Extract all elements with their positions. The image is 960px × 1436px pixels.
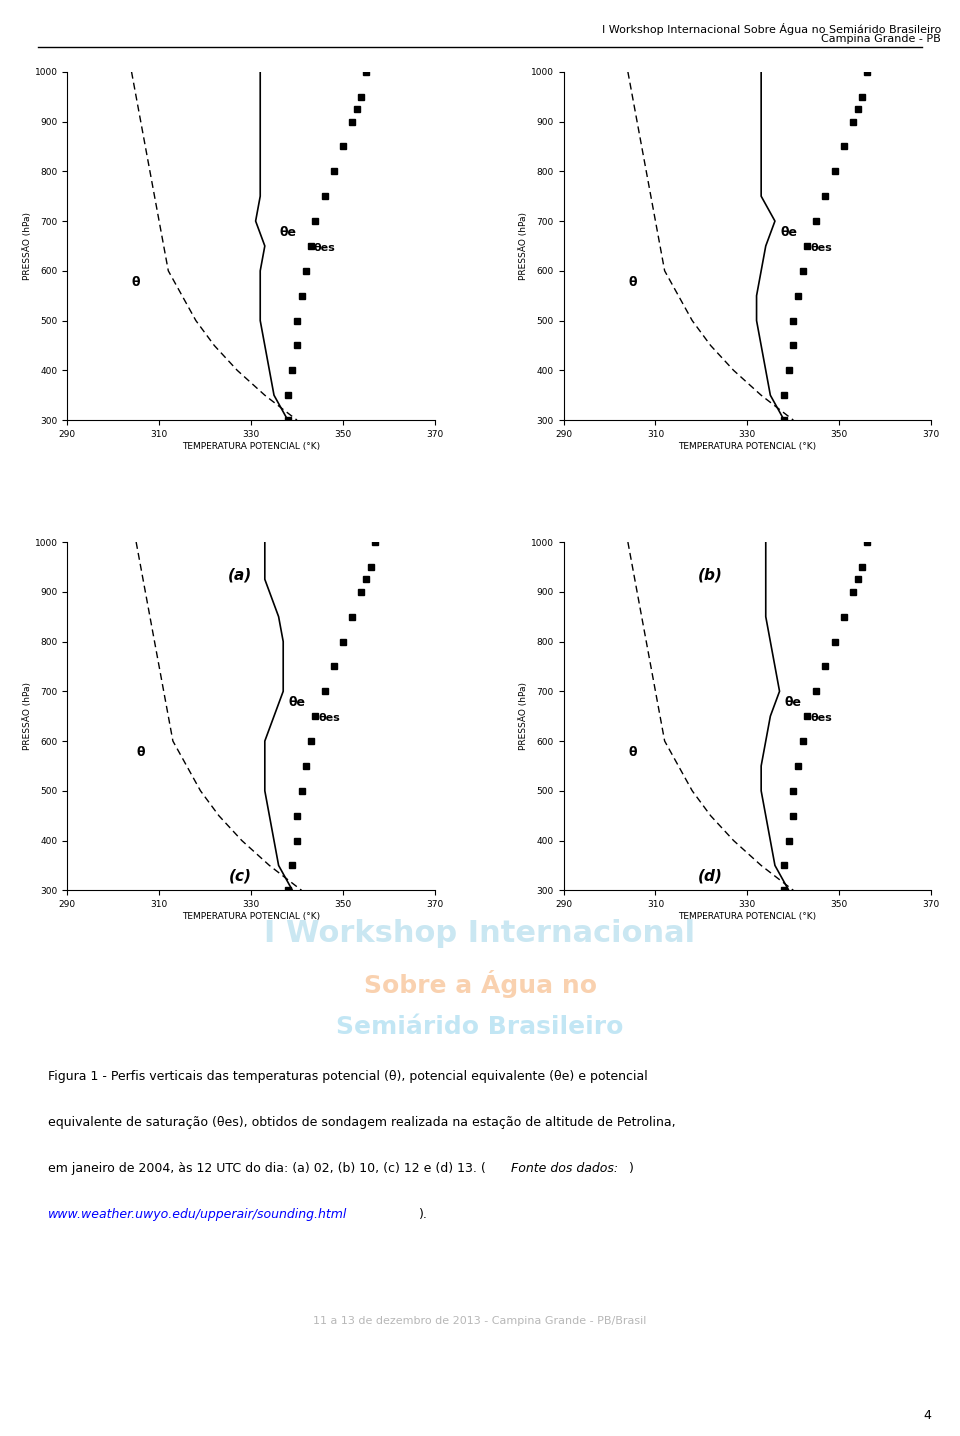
Text: Fonte dos dados:: Fonte dos dados:	[511, 1162, 618, 1175]
Text: 11 a 13 de dezembro de 2013 - Campina Grande - PB/Brasil: 11 a 13 de dezembro de 2013 - Campina Gr…	[313, 1317, 647, 1325]
Text: Figura 1 - Perfis verticais das temperaturas potencial (θ), potencial equivalent: Figura 1 - Perfis verticais das temperat…	[48, 1070, 648, 1083]
Text: ): )	[629, 1162, 634, 1175]
Y-axis label: PRESSÃO (hPa): PRESSÃO (hPa)	[23, 213, 32, 280]
Text: www.weather.uwyo.edu/upperair/sounding.html: www.weather.uwyo.edu/upperair/sounding.h…	[48, 1208, 348, 1221]
Text: θ: θ	[132, 276, 140, 289]
Text: θe: θe	[780, 225, 797, 238]
Text: θes: θes	[314, 243, 335, 253]
X-axis label: TEMPERATURA POTENCIAL (°K): TEMPERATURA POTENCIAL (°K)	[679, 442, 816, 451]
X-axis label: TEMPERATURA POTENCIAL (°K): TEMPERATURA POTENCIAL (°K)	[182, 442, 320, 451]
X-axis label: TEMPERATURA POTENCIAL (°K): TEMPERATURA POTENCIAL (°K)	[182, 912, 320, 920]
Text: θes: θes	[810, 714, 831, 724]
Text: Sobre a Água no: Sobre a Água no	[364, 969, 596, 998]
Text: (d): (d)	[698, 869, 723, 883]
Text: (a): (a)	[228, 567, 252, 582]
Text: θe: θe	[785, 696, 802, 709]
Text: θ: θ	[628, 276, 636, 289]
Text: em janeiro de 2004, às 12 UTC do dia: (a) 02, (b) 10, (c) 12 e (d) 13. (: em janeiro de 2004, às 12 UTC do dia: (a…	[48, 1162, 486, 1175]
Text: I Workshop Internacional: I Workshop Internacional	[264, 919, 696, 948]
Text: Campina Grande - PB: Campina Grande - PB	[821, 34, 941, 45]
Text: θe: θe	[289, 696, 305, 709]
Y-axis label: PRESSÃO (hPa): PRESSÃO (hPa)	[519, 682, 528, 750]
Text: equivalente de saturação (θes), obtidos de sondagem realizada na estação de alti: equivalente de saturação (θes), obtidos …	[48, 1116, 676, 1129]
Text: θ: θ	[136, 745, 145, 760]
Text: (c): (c)	[228, 869, 252, 883]
Text: θe: θe	[279, 225, 297, 238]
X-axis label: TEMPERATURA POTENCIAL (°K): TEMPERATURA POTENCIAL (°K)	[679, 912, 816, 920]
Text: (b): (b)	[698, 567, 723, 582]
Text: θes: θes	[319, 714, 340, 724]
Text: θes: θes	[810, 243, 831, 253]
Text: 4: 4	[924, 1409, 931, 1422]
Text: I Workshop Internacional Sobre Água no Semiárido Brasileiro: I Workshop Internacional Sobre Água no S…	[602, 23, 941, 34]
Text: θ: θ	[628, 745, 636, 760]
Y-axis label: PRESSÃO (hPa): PRESSÃO (hPa)	[23, 682, 32, 750]
Text: ).: ).	[419, 1208, 427, 1221]
Text: Semiárido Brasileiro: Semiárido Brasileiro	[336, 1015, 624, 1038]
Y-axis label: PRESSÃO (hPa): PRESSÃO (hPa)	[519, 213, 528, 280]
